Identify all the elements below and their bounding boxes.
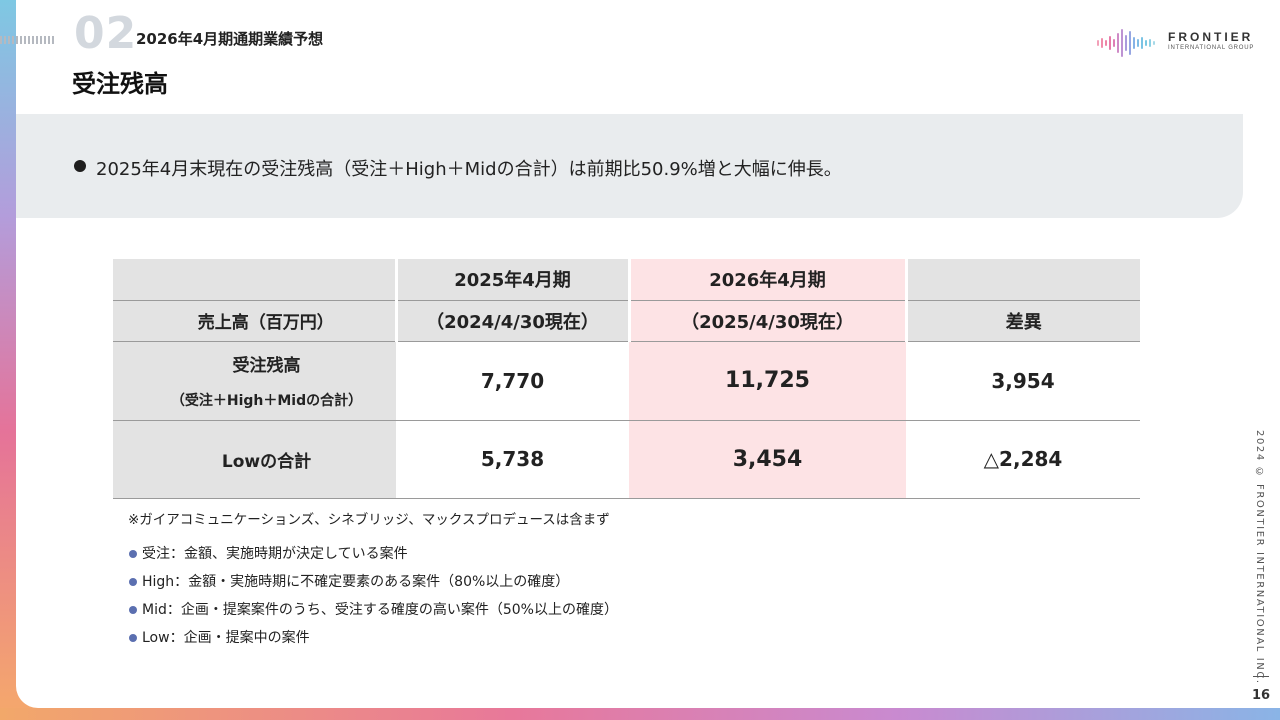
header-empty-cell xyxy=(113,259,396,301)
section-number: 02 xyxy=(74,8,138,59)
copyright-text: 2024 © FRONTIER INTERNATIONAL INC. xyxy=(1254,430,1265,685)
section-tick-marks xyxy=(0,36,56,44)
legend-text: 受注：金額、実施時期が決定している案件 xyxy=(142,546,408,562)
value-fy2025: 5,738 xyxy=(396,420,629,499)
row-label: Lowの合計 xyxy=(221,451,312,472)
header-difference: 差異 xyxy=(904,300,1140,342)
page-title: 受注残高 xyxy=(72,70,168,98)
list-item: High：金額・実施時期に不確定要素のある案件（80%以上の確度） xyxy=(128,572,618,600)
row-label-cell: 受注残高 （受注＋High＋Midの合計） xyxy=(113,341,396,421)
value-difference: 3,954 xyxy=(906,341,1140,421)
footnote: ※ガイアコミュニケーションズ、シネブリッジ、マックスプロデュースは含まず xyxy=(128,512,610,528)
header-date-2025: （2025/4/30現在） xyxy=(627,300,906,342)
value-fy2025: 7,770 xyxy=(396,341,629,421)
list-item: 受注：金額、実施時期が決定している案件 xyxy=(128,544,618,572)
value-fy2026: 3,454 xyxy=(629,420,906,499)
section-title: 2026年4月期通期業績予想 xyxy=(136,30,324,48)
header-fy2025: 2025年4月期 xyxy=(394,259,629,301)
header-sales-label: 売上高（百万円） xyxy=(113,300,396,342)
legend-text: High：金額・実施時期に不確定要素のある案件（80%以上の確度） xyxy=(142,574,570,590)
summary-text: 2025年4月末現在の受注残高（受注＋High＋Midの合計）は前期比50.9%… xyxy=(96,159,842,180)
legend-list: 受注：金額、実施時期が決定している案件 High：金額・実施時期に不確定要素のあ… xyxy=(128,544,618,656)
bullet-icon xyxy=(129,578,137,586)
header-date-2024: （2024/4/30現在） xyxy=(394,300,629,342)
company-logo: FRONTIER INTERNATIONAL GROUP xyxy=(1096,28,1266,58)
bottom-gradient-bar xyxy=(0,708,1280,720)
bullet-icon xyxy=(74,160,86,172)
list-item: Mid：企画・提案案件のうち、受注する確度の高い案件（50%以上の確度） xyxy=(128,600,618,628)
legend-text: Low：企画・提案中の案件 xyxy=(142,630,310,646)
header-fy2026: 2026年4月期 xyxy=(627,259,906,301)
bullet-icon xyxy=(129,550,137,558)
table-header-row-bottom: 売上高（百万円） （2024/4/30現在） （2025/4/30現在） 差異 xyxy=(113,300,1140,342)
value-fy2026: 11,725 xyxy=(629,341,906,421)
soundwave-logo-icon xyxy=(1097,29,1155,57)
row-sublabel: （受注＋High＋Midの合計） xyxy=(170,393,363,409)
legend-text: Mid：企画・提案案件のうち、受注する確度の高い案件（50%以上の確度） xyxy=(142,602,618,618)
order-backlog-table: 2025年4月期 2026年4月期 売上高（百万円） （2024/4/30現在）… xyxy=(113,259,1140,499)
bullet-icon xyxy=(129,606,137,614)
header-empty-diff xyxy=(904,259,1140,301)
row-label: 受注残高 xyxy=(232,356,301,376)
list-item: Low：企画・提案中の案件 xyxy=(128,628,618,656)
value-difference: △2,284 xyxy=(906,420,1140,499)
bullet-icon xyxy=(129,634,137,642)
page-number: 16 xyxy=(1252,688,1271,703)
table-row: 受注残高 （受注＋High＋Midの合計） 7,770 11,725 3,954 xyxy=(113,341,1140,421)
summary-box xyxy=(16,114,1243,218)
table-row: Lowの合計 5,738 3,454 △2,284 xyxy=(113,420,1140,499)
row-label-cell: Lowの合計 xyxy=(113,420,396,499)
logo-name: FRONTIER xyxy=(1168,30,1254,44)
page-number-divider xyxy=(1253,676,1269,677)
table-header-row-top: 2025年4月期 2026年4月期 xyxy=(113,259,1140,301)
logo-subtitle: INTERNATIONAL GROUP xyxy=(1168,45,1255,51)
